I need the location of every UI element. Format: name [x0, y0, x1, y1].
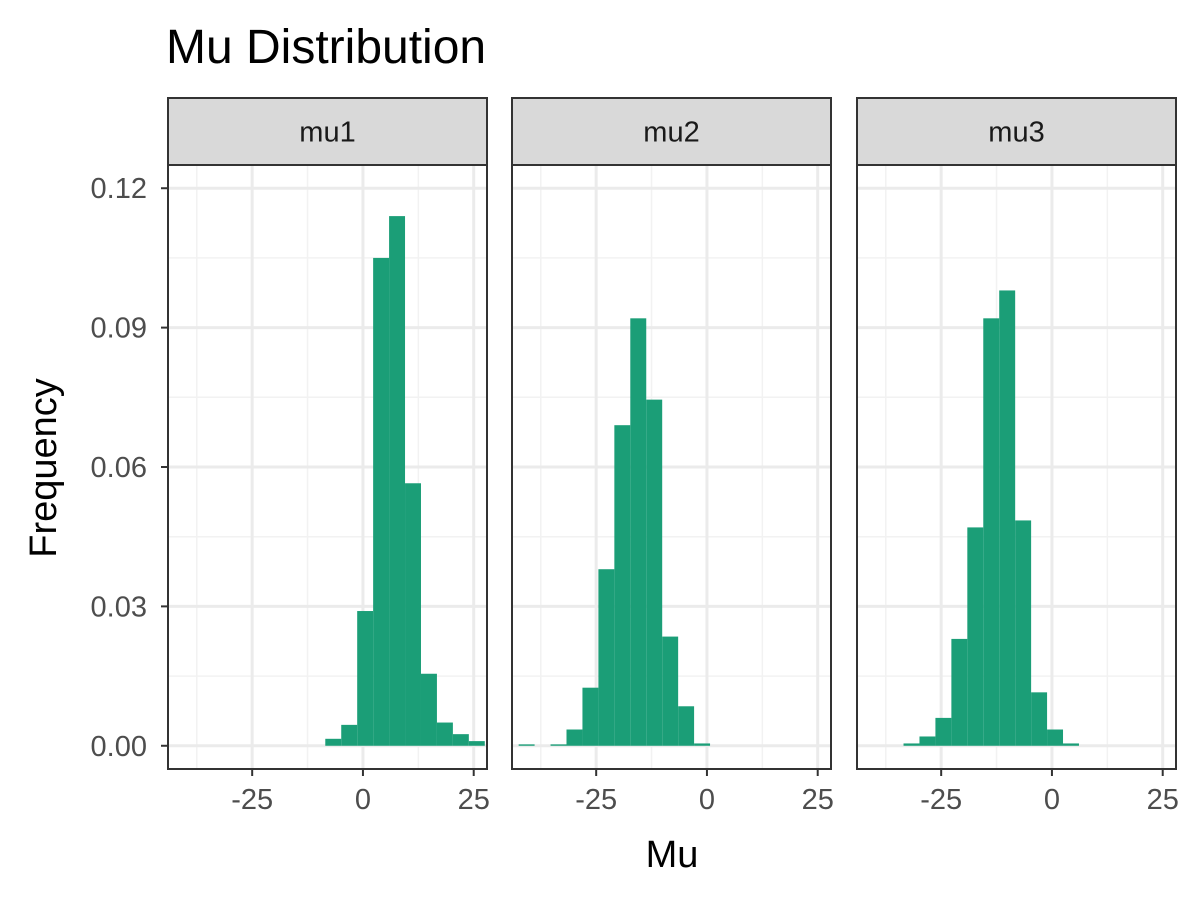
histogram-bar [518, 744, 535, 746]
x-tick-label: 0 [1044, 784, 1060, 816]
histogram-bar [1063, 743, 1079, 746]
histogram-bar [420, 673, 437, 746]
facet-panel-mu3: mu3 -25 0 25 [856, 97, 1179, 816]
x-axis-title: Mu [646, 834, 699, 876]
histogram-bar [935, 717, 952, 746]
y-axis-title: Frequency [23, 378, 65, 558]
x-tick-label: 0 [355, 784, 371, 816]
histogram-bar [452, 734, 469, 746]
histogram-bar [598, 569, 615, 746]
histogram-bar [582, 687, 599, 746]
histogram-bar [341, 724, 358, 746]
histogram-bar [405, 483, 421, 746]
x-tick-label: 25 [458, 784, 490, 816]
histogram-bar [325, 738, 342, 746]
facet-strip [167, 97, 488, 166]
chart-title: Mu Distribution [166, 21, 486, 74]
histogram-bar [662, 636, 679, 746]
x-tick-label: -25 [575, 784, 617, 816]
x-tick-label: 0 [699, 784, 715, 816]
histogram-bar [1047, 729, 1064, 746]
histogram-bar [694, 743, 711, 746]
facet-panels: mu1 -25 0 25 mu2 -25 0 25 mu3 -25 0 25 [167, 97, 1179, 816]
facet-panel-mu2: mu2 -25 0 25 [511, 97, 834, 816]
histogram-bar [468, 741, 485, 746]
histogram-bar [999, 290, 1016, 746]
histogram-bar [967, 527, 984, 746]
histogram-bar [389, 216, 406, 746]
y-tick-label: 0.00 [91, 731, 147, 763]
facet-strip-label: mu1 [299, 117, 355, 149]
x-tick-label: -25 [231, 784, 273, 816]
histogram-bar [566, 729, 583, 746]
y-tick-label: 0.03 [91, 591, 147, 623]
histogram-bar [1031, 692, 1048, 746]
histogram-bar [614, 425, 631, 746]
histogram-bar [436, 722, 453, 746]
y-tick-label: 0.06 [91, 452, 147, 484]
x-tick-label: 25 [1147, 784, 1179, 816]
histogram-bar [983, 318, 1000, 746]
facet-strip [511, 97, 832, 166]
facet-strip-label: mu2 [643, 117, 699, 149]
facet-panel-mu1: mu1 -25 0 25 [167, 97, 490, 816]
histogram-bar [951, 638, 968, 746]
histogram-bar [550, 744, 567, 746]
histogram-bar [373, 257, 390, 746]
y-tick-label: 0.09 [91, 313, 147, 345]
y-axis: 0.00 0.03 0.06 0.09 0.12 [91, 173, 168, 763]
histogram-bar [1015, 520, 1032, 746]
y-tick-label: 0.12 [91, 173, 147, 205]
histogram-bar [357, 611, 374, 746]
x-tick-label: 25 [802, 784, 834, 816]
histogram-bar [678, 706, 695, 746]
histogram-bar [646, 399, 663, 746]
facet-strip-label: mu3 [988, 117, 1044, 149]
facet-strip [856, 97, 1177, 166]
histogram-bar [903, 743, 920, 746]
histogram-bar [919, 736, 936, 746]
histogram-bar [630, 318, 647, 746]
x-tick-label: -25 [920, 784, 962, 816]
